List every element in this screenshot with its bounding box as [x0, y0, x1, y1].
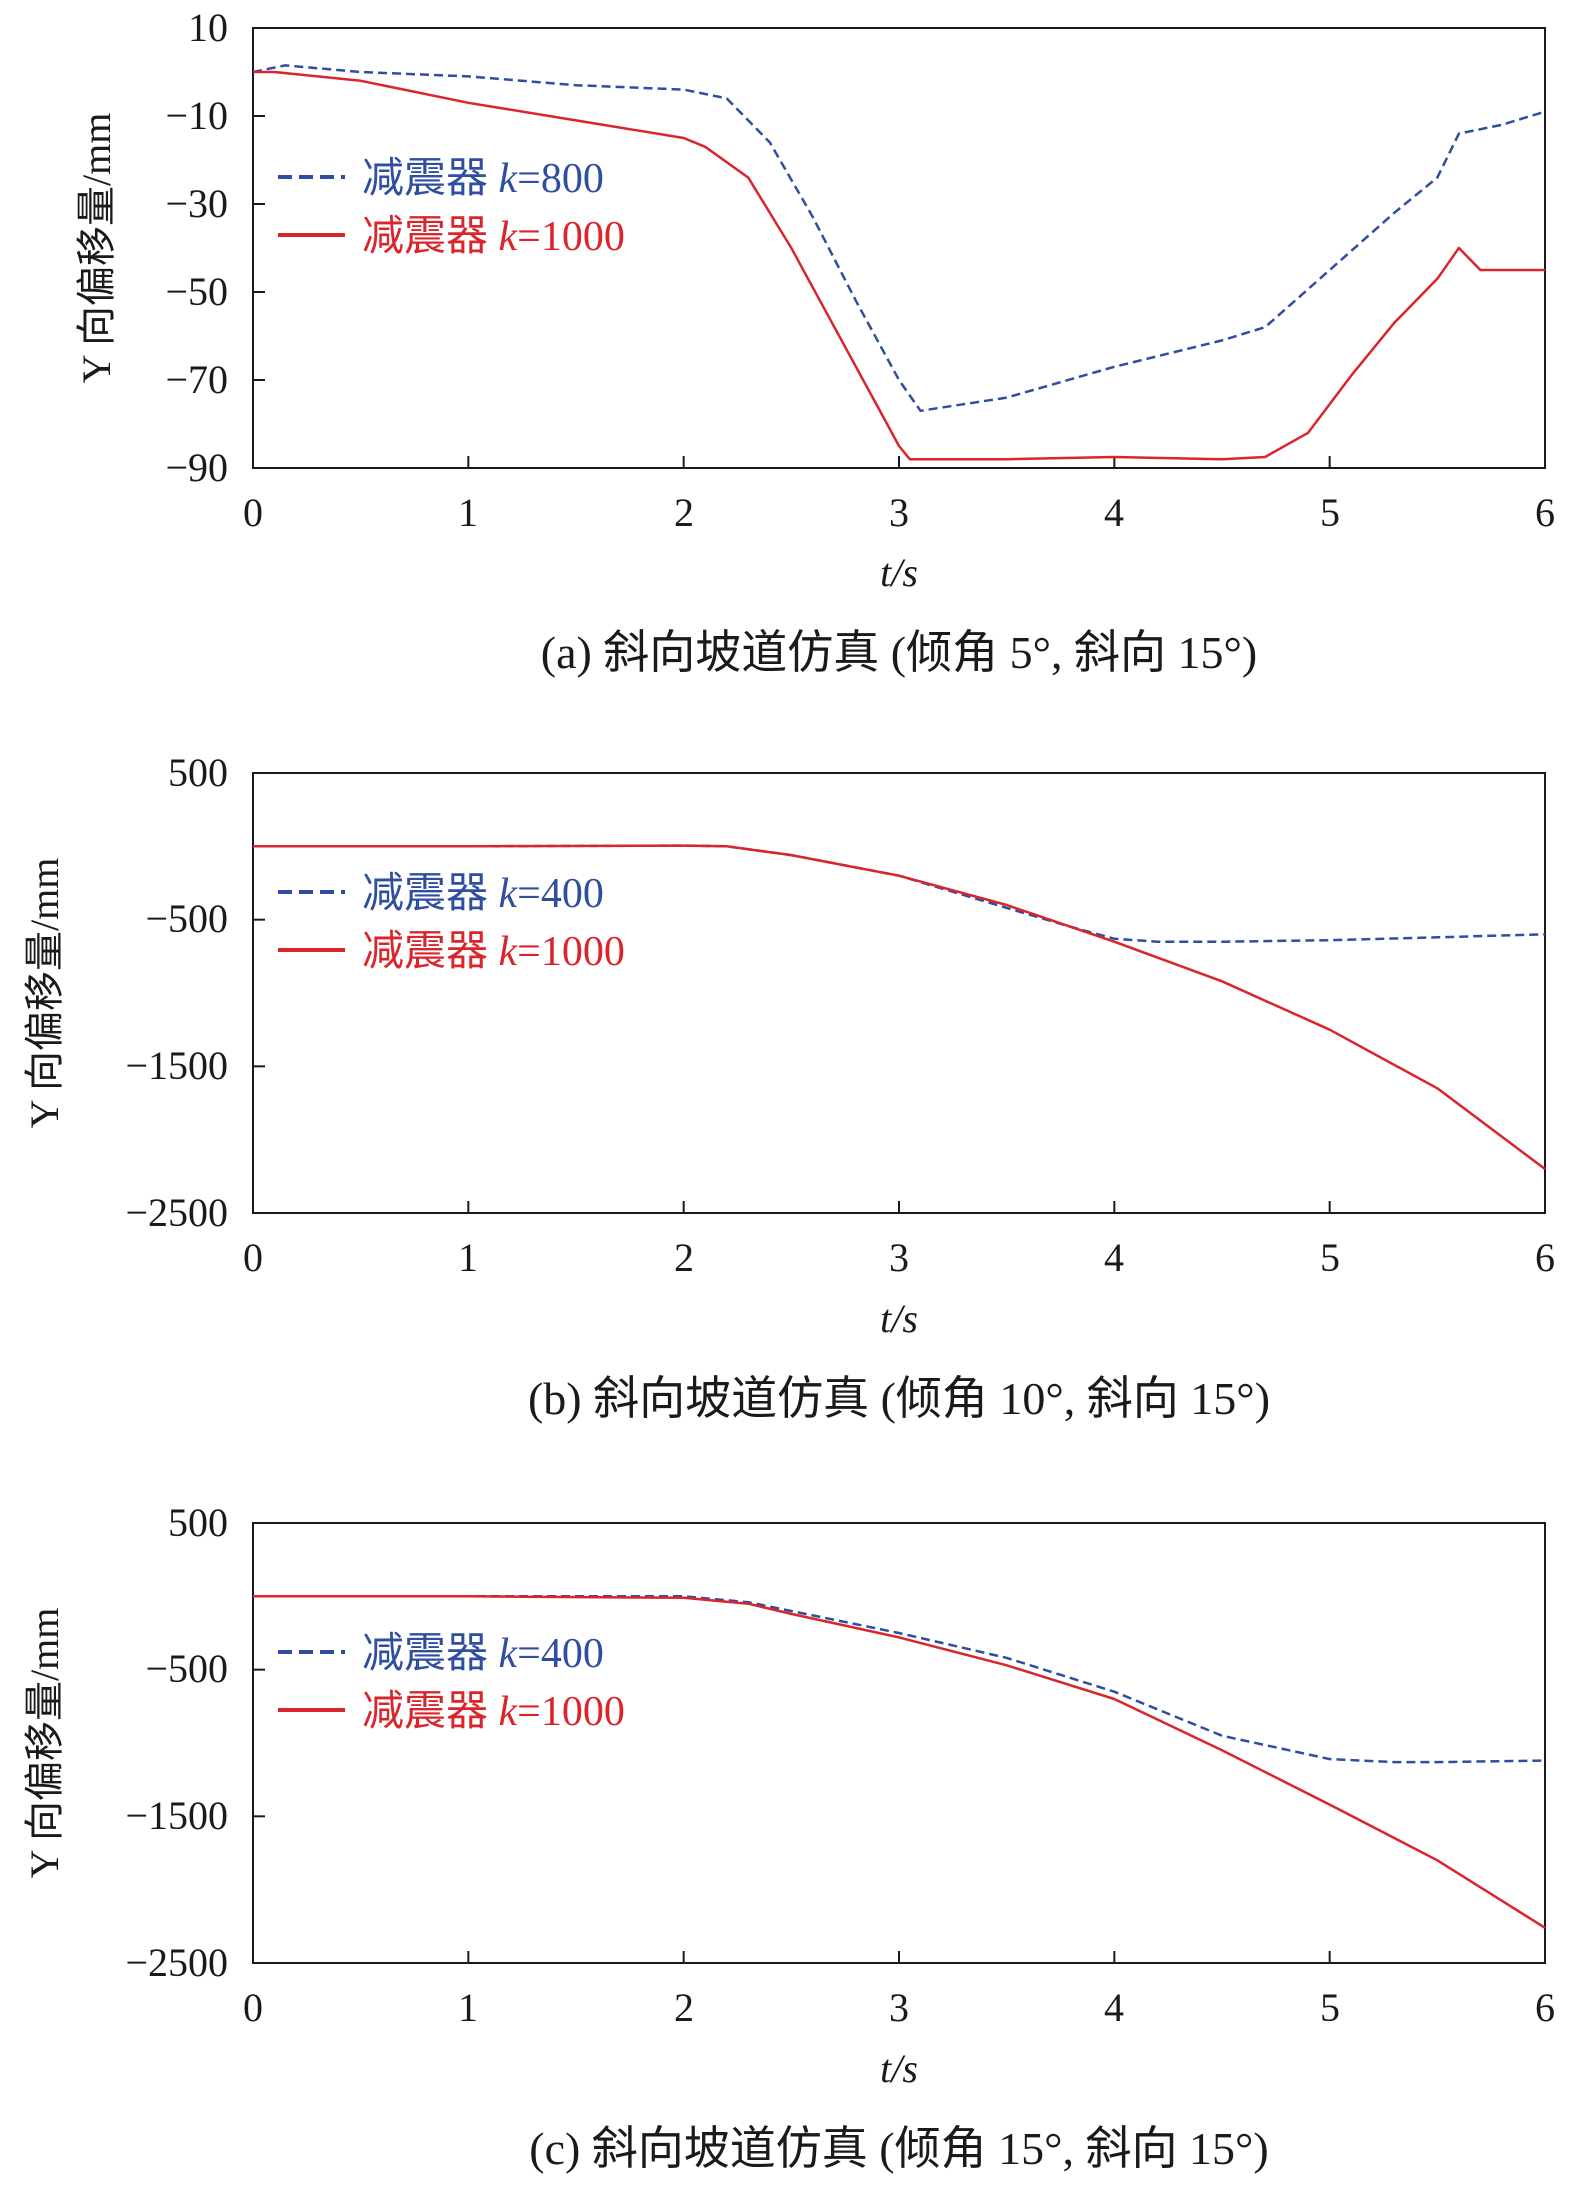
- y-tick-label: −70: [165, 357, 228, 402]
- series-line-solid: [253, 1595, 1546, 1929]
- y-tick-label: −50: [165, 269, 228, 314]
- x-tick-label: 1: [458, 490, 478, 535]
- x-tick-label: 3: [889, 1235, 909, 1280]
- plot-frame-b: [252, 772, 1546, 1214]
- y-tick-label: 500: [168, 750, 228, 795]
- plot-frame-c: [252, 1522, 1546, 1964]
- axis-ticks-b: [252, 772, 1546, 1214]
- x-tick-label: 3: [889, 1985, 909, 2030]
- x-tick-label: 2: [674, 1235, 694, 1280]
- x-tick-label: 5: [1320, 1235, 1340, 1280]
- x-tick-label: 6: [1535, 1235, 1555, 1280]
- y-tick-label: −90: [165, 445, 228, 490]
- x-tick-label: 5: [1320, 1985, 1340, 2030]
- x-tick-label: 4: [1104, 1985, 1124, 2030]
- y-tick-label: −1500: [125, 1043, 228, 1088]
- panel-b: 500 −500 −1500 −2500 0 1 2 3 4 5 6 t/s Y…: [22, 750, 1555, 1424]
- x-tick-label: 0: [243, 490, 263, 535]
- caption-a: (a) 斜向坡道仿真 (倾角 5°, 斜向 15°): [541, 627, 1257, 678]
- series-lines-b: [253, 844, 1546, 1171]
- x-tick-label: 4: [1104, 1235, 1124, 1280]
- legend-label-k800: 减震器 k=800: [362, 156, 604, 202]
- panel-c: 500 −500 −1500 −2500 0 1 2 3 4 5 6 t/s Y…: [22, 1500, 1555, 2174]
- x-tick-label: 6: [1535, 1985, 1555, 2030]
- x-tick-label: 2: [674, 1985, 694, 2030]
- y-tick-label: −10: [165, 93, 228, 138]
- series-line-solid: [253, 844, 1546, 1171]
- legend-b: 减震器 k=400 减震器 k=1000: [278, 871, 625, 975]
- legend-a: 减震器 k=800 减震器 k=1000: [278, 156, 625, 260]
- x-axis-title: t/s: [880, 2046, 918, 2091]
- axis-ticks-c: [252, 1522, 1546, 1964]
- y-axis-title: Y 向偏移量/mm: [74, 113, 119, 384]
- y-tick-label: −500: [145, 1646, 228, 1691]
- y-tick-label: −30: [165, 181, 228, 226]
- legend-label-k400: 减震器 k=400: [362, 1631, 604, 1677]
- legend-label-k400: 减震器 k=400: [362, 871, 604, 917]
- legend-c: 减震器 k=400 减震器 k=1000: [278, 1631, 625, 1735]
- legend-label-k1000: 减震器 k=1000: [362, 929, 625, 975]
- x-axis-title: t/s: [880, 1296, 918, 1341]
- x-tick-label: 6: [1535, 490, 1555, 535]
- x-tick-label: 0: [243, 1235, 263, 1280]
- y-tick-label: −2500: [125, 1940, 228, 1985]
- y-axis-title: Y 向偏移量/mm: [22, 858, 67, 1129]
- y-tick-label: −2500: [125, 1190, 228, 1235]
- x-tick-label: 2: [674, 490, 694, 535]
- axis-ticks-a: [252, 27, 1546, 469]
- x-tick-label: 5: [1320, 490, 1340, 535]
- y-tick-label: 500: [168, 1500, 228, 1545]
- series-lines-c: [253, 1595, 1546, 1929]
- y-tick-label: 10: [188, 5, 228, 50]
- x-tick-label: 3: [889, 490, 909, 535]
- x-tick-label: 4: [1104, 490, 1124, 535]
- series-line-dashed: [252, 64, 1546, 413]
- x-tick-label: 1: [458, 1235, 478, 1280]
- series-line-dashed: [253, 1595, 1546, 1764]
- x-axis-title: t/s: [880, 550, 918, 595]
- panel-a: 10 −10 −30 −50 −70 −90 0 1 2 3 4 5 6 t/s…: [74, 5, 1555, 678]
- caption-c: (c) 斜向坡道仿真 (倾角 15°, 斜向 15°): [529, 2123, 1268, 2174]
- y-tick-label: −500: [145, 896, 228, 941]
- y-axis-title: Y 向偏移量/mm: [22, 1608, 67, 1879]
- series-line-solid: [253, 70, 1545, 461]
- caption-b: (b) 斜向坡道仿真 (倾角 10°, 斜向 15°): [528, 1373, 1270, 1424]
- x-tick-label: 0: [243, 1985, 263, 2030]
- legend-label-k1000: 减震器 k=1000: [362, 214, 625, 260]
- series-lines-a: [252, 64, 1546, 461]
- legend-label-k1000: 减震器 k=1000: [362, 1689, 625, 1735]
- x-tick-label: 1: [458, 1985, 478, 2030]
- y-tick-label: −1500: [125, 1793, 228, 1838]
